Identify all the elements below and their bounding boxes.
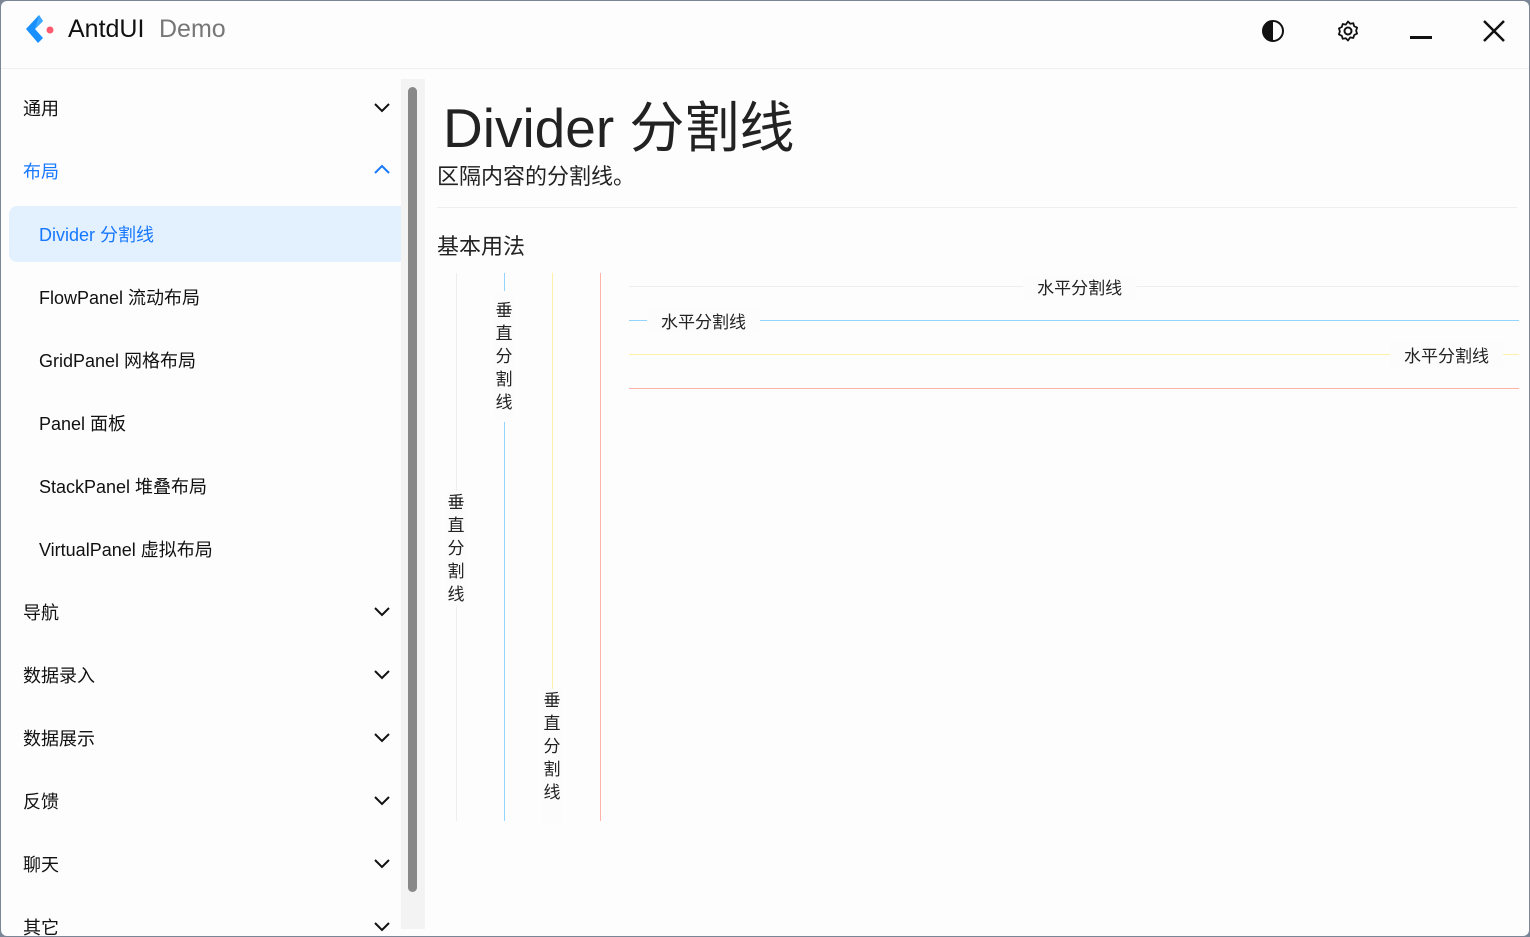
sidebar-item-label: 其它 [23, 918, 59, 936]
sidebar-item[interactable]: VirtualPanel 虚拟布局 [9, 521, 401, 577]
sidebar-item[interactable]: StackPanel 堆叠布局 [9, 458, 401, 514]
sidebar-item-label: 数据录入 [23, 666, 95, 686]
sidebar-item-label: StackPanel 堆叠布局 [39, 477, 208, 497]
main-content: Divider 分割线 区隔内容的分割线。 基本用法 垂直分割线 垂直分割线 垂… [425, 69, 1529, 936]
app-subtitle: Demo [159, 15, 226, 43]
horizontal-divider-blue: 水平分割线 [629, 308, 1519, 333]
section-title: 基本用法 [437, 234, 526, 259]
horizontal-divider-text: 水平分割线 [647, 308, 760, 333]
chevron-down-icon [373, 98, 391, 121]
sidebar-item-label: VirtualPanel 虚拟布局 [39, 540, 213, 560]
vertical-divider-default: 垂直分割线 [446, 273, 466, 821]
app-title: AntdUI [68, 15, 145, 43]
chevron-up-icon [373, 161, 391, 184]
sidebar-item[interactable]: FlowPanel 流动布局 [9, 269, 401, 325]
minimize-icon [1410, 36, 1432, 39]
vertical-divider-text: 垂直分割线 [542, 689, 562, 824]
horizontal-divider-text: 水平分割线 [1390, 342, 1503, 367]
sidebar-menu: 通用布局 Divider 分割线 FlowPanel 流动布局 GridPanel 网… [1, 79, 401, 936]
sidebar-item[interactable]: Panel 面板 [9, 395, 401, 451]
page-title: Divider 分割线 [443, 97, 795, 159]
vertical-divider-text: 垂直分割线 [494, 291, 514, 422]
horizontal-divider-red [629, 388, 1519, 389]
settings-button[interactable] [1330, 15, 1366, 47]
horizontal-divider-text: 水平分割线 [1023, 274, 1137, 299]
sidebar-item[interactable]: 布局 [9, 143, 401, 199]
chevron-down-icon [373, 854, 391, 877]
sidebar-item[interactable]: 导航 [9, 584, 401, 640]
header-divider [437, 207, 1517, 208]
sidebar-item[interactable]: 数据展示 [9, 710, 401, 766]
chevron-down-icon [373, 665, 391, 688]
close-icon [1483, 20, 1505, 42]
sidebar-item[interactable]: 通用 [9, 80, 401, 136]
chevron-down-icon [373, 917, 391, 936]
sidebar-item-label: 反馈 [23, 792, 59, 812]
sidebar-item-label: 布局 [23, 162, 59, 182]
vertical-divider-text: 垂直分割线 [446, 491, 466, 606]
theme-toggle-icon [1262, 20, 1284, 42]
chevron-down-icon [373, 791, 391, 814]
sidebar-item[interactable]: 反馈 [9, 773, 401, 829]
theme-toggle-button[interactable] [1255, 15, 1291, 47]
chevron-down-icon [373, 728, 391, 751]
sidebar-item-label: FlowPanel 流动布局 [39, 288, 201, 308]
horizontal-divider-default: 水平分割线 [629, 274, 1519, 299]
sidebar-item[interactable]: 其它 [9, 899, 401, 936]
sidebar-item-label: Divider 分割线 [39, 225, 155, 245]
horizontal-divider-yellow: 水平分割线 [629, 342, 1519, 367]
vertical-divider-blue: 垂直分割线 [494, 273, 514, 821]
vertical-divider-red [600, 273, 601, 821]
antdui-logo-icon [21, 13, 57, 54]
sidebar-scrollbar[interactable] [401, 79, 425, 929]
page-description: 区隔内容的分割线。 [437, 164, 636, 189]
settings-gear-icon [1338, 20, 1358, 42]
sidebar-item[interactable]: 数据录入 [9, 647, 401, 703]
sidebar-item-label: 导航 [23, 603, 59, 623]
sidebar-item-label: 聊天 [23, 855, 59, 875]
sidebar-item-label: 通用 [23, 99, 59, 119]
close-button[interactable] [1476, 15, 1512, 47]
vertical-divider-yellow: 垂直分割线 [542, 273, 562, 824]
minimize-button[interactable] [1403, 15, 1439, 47]
sidebar-item-label: GridPanel 网格布局 [39, 351, 197, 371]
sidebar-item-label: 数据展示 [23, 729, 95, 749]
title-bar: AntdUI Demo [1, 1, 1529, 69]
sidebar-item-label: Panel 面板 [39, 414, 127, 434]
sidebar-item[interactable]: GridPanel 网格布局 [9, 332, 401, 388]
scrollbar-thumb[interactable] [408, 87, 417, 892]
sidebar-item[interactable]: Divider 分割线 [9, 206, 401, 262]
chevron-down-icon [373, 602, 391, 625]
sidebar-item[interactable]: 聊天 [9, 836, 401, 892]
